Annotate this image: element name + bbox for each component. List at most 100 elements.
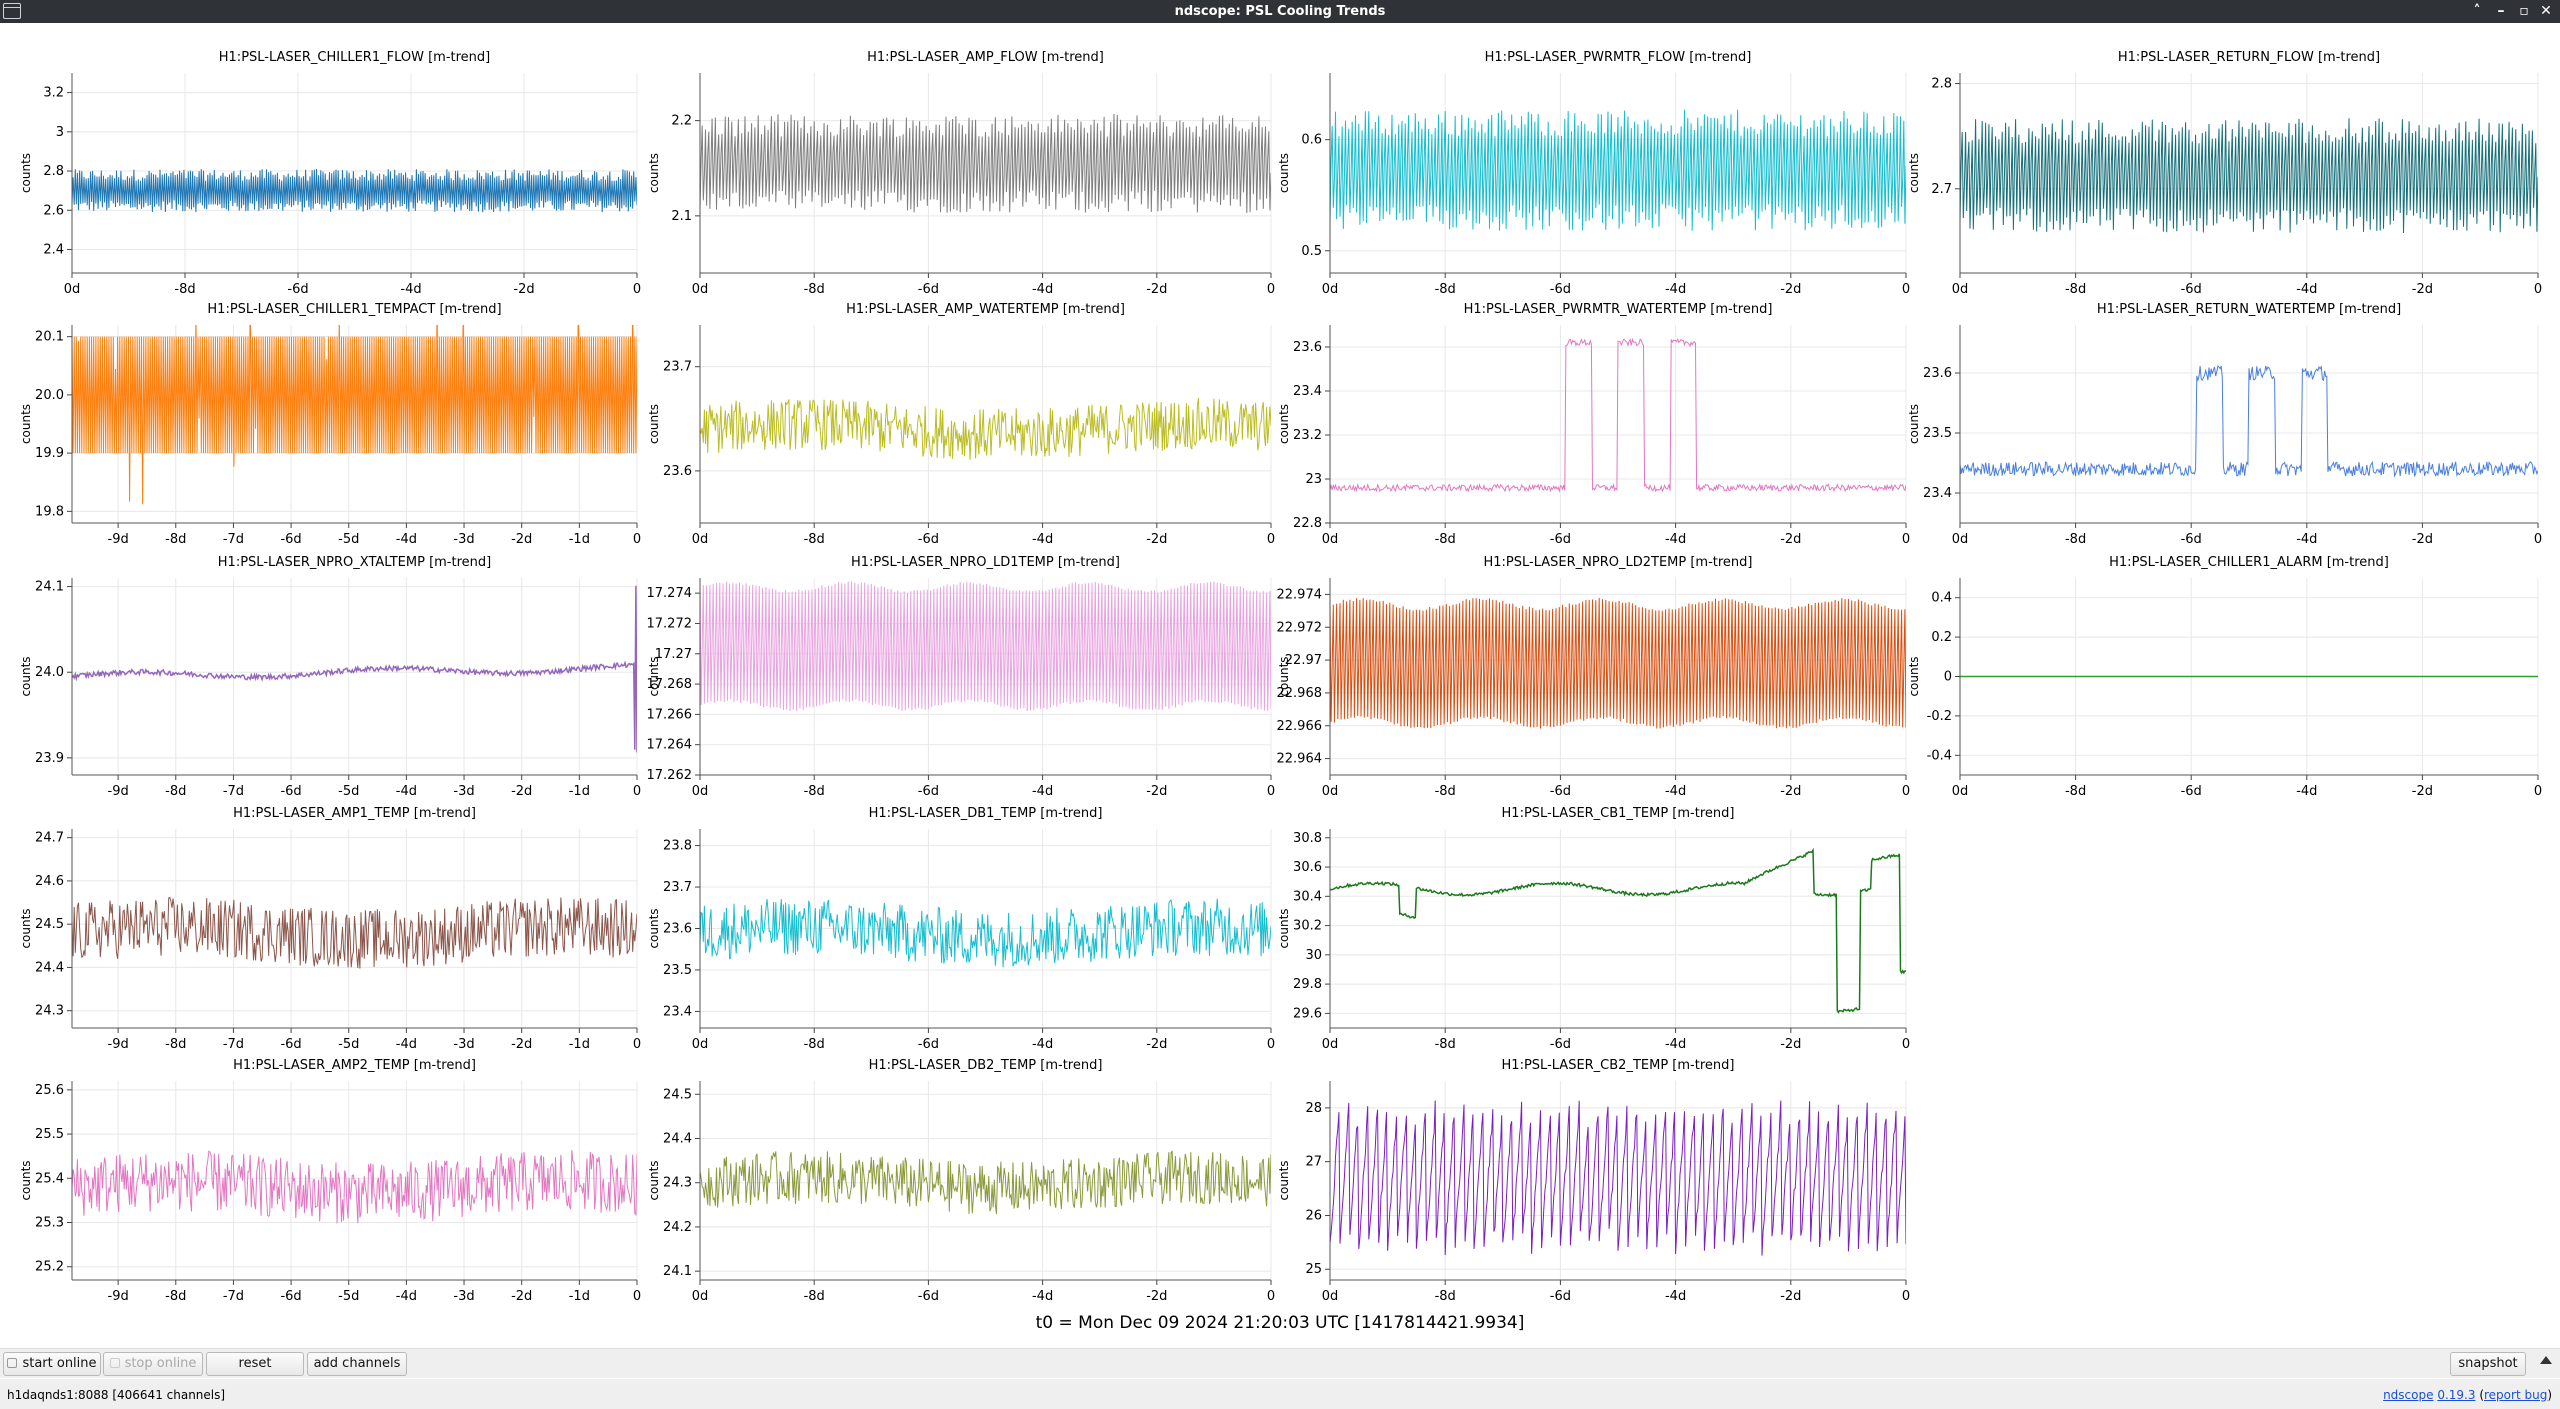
y-axis-label: counts <box>19 404 33 444</box>
x-tick-label: -8d <box>804 784 825 799</box>
x-tick-label: 0 <box>1902 1037 1910 1052</box>
x-tick-label: -1d <box>569 1289 590 1304</box>
start-online-button[interactable]: start online <box>3 1352 101 1376</box>
plot-10[interactable]: H1:PSL-LASER_NPRO_LD1TEMP [m-trend] count… <box>647 555 1276 799</box>
y-tick-label: 17.262 <box>647 768 693 783</box>
plot-2[interactable]: H1:PSL-LASER_AMP_FLOW [m-trend] counts 0d -… <box>647 50 1275 297</box>
bottom-toolbar: start online stop online reset add chann… <box>0 1348 2560 1378</box>
x-tick-label: 0d <box>1322 282 1339 297</box>
t0-label: t0 = Mon Dec 09 2024 21:20:03 UTC [14178… <box>1035 1313 1525 1333</box>
report-bug-link[interactable]: report bug <box>2484 1388 2548 1402</box>
x-tick-label: -2d <box>1146 1037 1167 1052</box>
x-tick-label: 0d <box>1322 1037 1339 1052</box>
x-tick-label: -1d <box>569 784 590 799</box>
plot-9[interactable]: H1:PSL-LASER_NPRO_XTALTEMP [m-trend] coun… <box>19 555 641 799</box>
plot-title: H1:PSL-LASER_PWRMTR_WATERTEMP [m-trend] <box>1464 302 1773 317</box>
keep-above-button[interactable]: ˄ <box>2473 3 2481 19</box>
plot-16[interactable]: H1:PSL-LASER_AMP2_TEMP [m-trend] counts -9… <box>19 1058 641 1304</box>
plot-11[interactable]: H1:PSL-LASER_NPRO_LD2TEMP [m-trend] count… <box>1277 555 1911 799</box>
x-tick-label: -4d <box>1665 282 1686 297</box>
x-tick-label: -6d <box>1550 1037 1571 1052</box>
plot-7[interactable]: H1:PSL-LASER_PWRMTR_WATERTEMP [m-trend] c… <box>1277 302 1910 547</box>
plot-13[interactable]: H1:PSL-LASER_AMP1_TEMP [m-trend] counts -9… <box>19 806 641 1052</box>
plot-title: H1:PSL-LASER_CB2_TEMP [m-trend] <box>1502 1058 1735 1073</box>
plot-6[interactable]: H1:PSL-LASER_AMP_WATERTEMP [m-trend] coun… <box>647 302 1275 547</box>
x-tick-label: -6d <box>918 282 939 297</box>
x-tick-label: -8d <box>165 784 186 799</box>
y-tick-label: 24.5 <box>35 917 64 932</box>
x-tick-label: -3d <box>453 1289 474 1304</box>
x-tick-label: 0d <box>1322 532 1339 547</box>
y-tick-label: 17.264 <box>647 738 693 753</box>
y-tick-label: 22.968 <box>1277 686 1323 701</box>
plot-18[interactable]: H1:PSL-LASER_CB2_TEMP [m-trend] counts 0d -… <box>1277 1058 1910 1304</box>
x-tick-label: 0 <box>1902 784 1910 799</box>
add-channels-button[interactable]: add channels <box>307 1352 407 1376</box>
x-tick-label: 0 <box>633 282 641 297</box>
x-tick-label: -6d <box>280 1289 301 1304</box>
y-axis-label: counts <box>1277 404 1291 444</box>
snapshot-button[interactable]: snapshot <box>2450 1352 2526 1376</box>
ndscope-link[interactable]: ndscope <box>2383 1388 2434 1402</box>
x-tick-label: -2d <box>513 282 534 297</box>
x-tick-label: -6d <box>287 282 308 297</box>
x-tick-label: -6d <box>280 1037 301 1052</box>
x-tick-label: 0 <box>633 784 641 799</box>
y-axis-label: counts <box>1907 153 1921 193</box>
stop-online-button[interactable]: stop online <box>103 1352 203 1376</box>
plot-1[interactable]: H1:PSL-LASER_CHILLER1_FLOW [m-trend] coun… <box>19 50 641 297</box>
expand-arrow-icon[interactable] <box>2540 1356 2552 1364</box>
plot-5[interactable]: H1:PSL-LASER_CHILLER1_TEMPACT [m-trend] c… <box>19 280 641 547</box>
reset-button[interactable]: reset <box>206 1352 304 1376</box>
y-tick-label: 24.4 <box>663 1131 692 1146</box>
x-tick-label: -7d <box>223 1037 244 1052</box>
close-button[interactable]: ✕ <box>2540 3 2552 19</box>
play-icon <box>7 1358 18 1368</box>
minimize-button[interactable]: – <box>2497 3 2505 19</box>
plots-canvas[interactable]: H1:PSL-LASER_CHILLER1_FLOW [m-trend] coun… <box>0 23 2560 1313</box>
plot-15[interactable]: H1:PSL-LASER_CB1_TEMP [m-trend] counts 0d -… <box>1277 806 1910 1052</box>
y-tick-label: 30.4 <box>1293 889 1322 904</box>
x-tick-label: -2d <box>1146 1289 1167 1304</box>
x-tick-label: -2d <box>511 532 532 547</box>
plot-8[interactable]: H1:PSL-LASER_RETURN_WATERTEMP [m-trend] c… <box>1907 302 2542 547</box>
y-tick-label: 3 <box>56 125 64 140</box>
x-tick-label: -9d <box>108 532 129 547</box>
x-tick-label: -6d <box>2181 282 2202 297</box>
y-tick-label: 24.4 <box>35 960 64 975</box>
y-tick-label: 24.3 <box>35 1004 64 1019</box>
maximize-button[interactable]: ▫ <box>2519 3 2529 19</box>
x-tick-label: -7d <box>223 784 244 799</box>
x-tick-label: 0d <box>692 1037 709 1052</box>
version-link[interactable]: 0.19.3 <box>2437 1388 2476 1402</box>
x-tick-label: 0 <box>1267 282 1275 297</box>
y-tick-label: 24.2 <box>663 1220 692 1235</box>
x-tick-label: -6d <box>918 1289 939 1304</box>
plot-12[interactable]: H1:PSL-LASER_CHILLER1_ALARM [m-trend] cou… <box>1907 555 2542 799</box>
x-tick-label: 0 <box>1267 1289 1275 1304</box>
y-tick-label: 2.1 <box>671 209 692 224</box>
plot-3[interactable]: H1:PSL-LASER_PWRMTR_FLOW [m-trend] counts… <box>1277 50 1910 297</box>
x-tick-label: -4d <box>396 1037 417 1052</box>
plot-17[interactable]: H1:PSL-LASER_DB2_TEMP [m-trend] counts 0d -… <box>647 1058 1275 1304</box>
series-line <box>700 398 1271 460</box>
y-tick-label: 2.2 <box>671 114 692 129</box>
y-tick-label: 23.5 <box>663 963 692 978</box>
y-tick-label: 17.272 <box>647 616 693 631</box>
plot-4[interactable]: H1:PSL-LASER_RETURN_FLOW [m-trend] counts… <box>1907 50 2542 297</box>
x-tick-label: 0 <box>633 532 641 547</box>
y-axis-label: counts <box>647 404 661 444</box>
x-tick-label: -2d <box>1780 1037 1801 1052</box>
x-tick-label: -6d <box>2181 532 2202 547</box>
x-tick-label: -4d <box>1665 1289 1686 1304</box>
series-line <box>72 1150 637 1224</box>
y-tick-label: 30.6 <box>1293 860 1322 875</box>
x-tick-label: 0 <box>2534 784 2542 799</box>
x-tick-label: 0 <box>1902 282 1910 297</box>
y-tick-label: 22.964 <box>1277 752 1323 767</box>
y-tick-label: 23.6 <box>663 464 692 479</box>
x-tick-label: -2d <box>1780 1289 1801 1304</box>
app-icon[interactable] <box>3 3 21 19</box>
x-tick-label: -4d <box>2296 784 2317 799</box>
plot-14[interactable]: H1:PSL-LASER_DB1_TEMP [m-trend] counts 0d -… <box>647 806 1275 1052</box>
